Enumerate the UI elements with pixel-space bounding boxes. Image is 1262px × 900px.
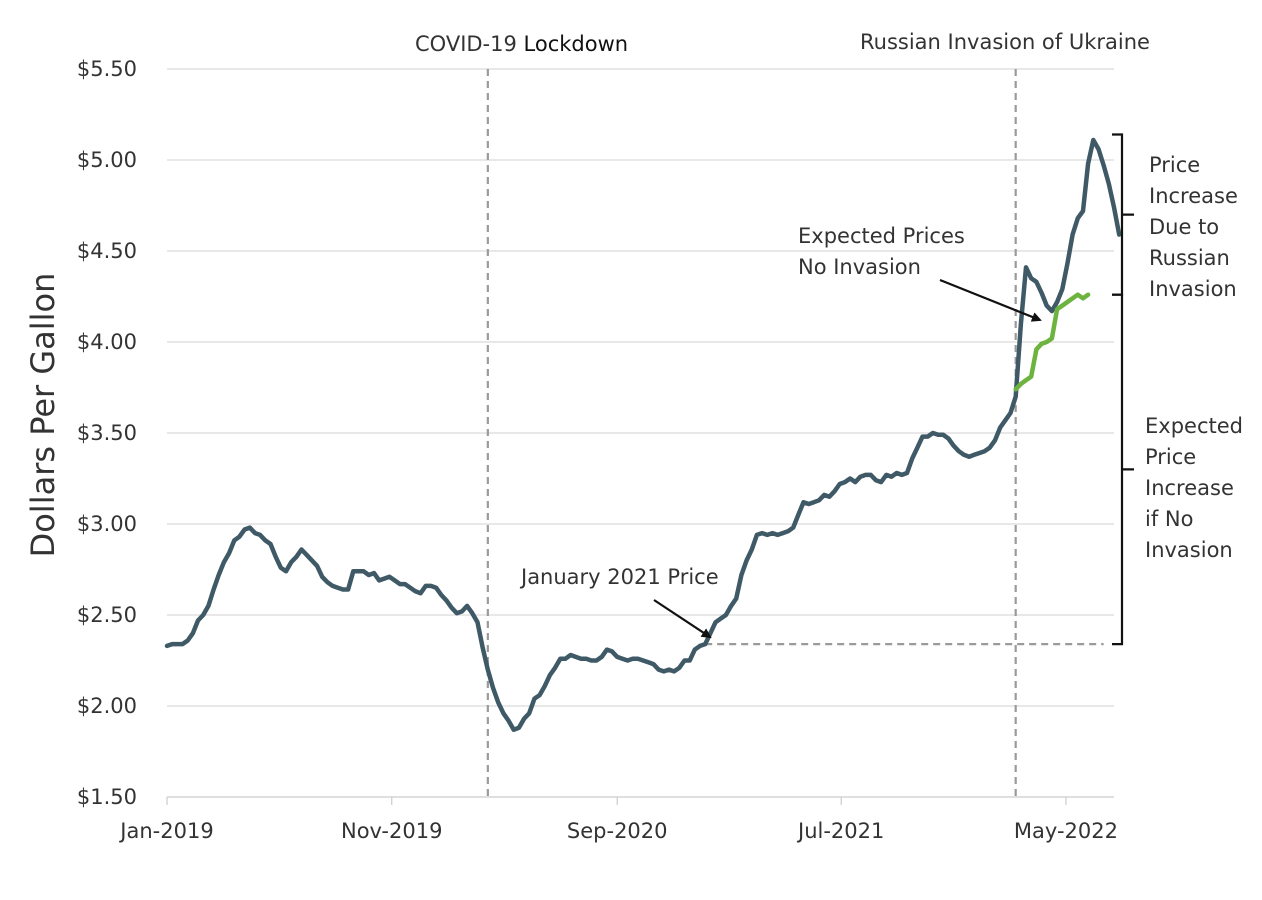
- noinvasion-line-2: Price: [1145, 445, 1196, 469]
- y-tick-label: $4.50: [77, 239, 137, 263]
- increase-line-1: Price: [1149, 153, 1200, 177]
- jan2021-annotation: January 2021 Price: [519, 565, 719, 589]
- increase-line-5: Invasion: [1149, 277, 1237, 301]
- noinvasion-line-4: if No: [1145, 507, 1193, 531]
- x-tick-label: Sep-2020: [567, 819, 668, 843]
- noinvasion-line-1: Expected: [1145, 414, 1243, 438]
- increase-line-3: Due to: [1149, 215, 1219, 239]
- grid-layer: [166, 68, 1114, 805]
- actual-price-line: [164, 137, 1122, 732]
- russia-annotation: Russian Invasion of Ukraine: [860, 30, 1150, 54]
- expected-annotation-line1: Expected Prices: [798, 224, 965, 248]
- increase-line-4: Russian: [1149, 246, 1230, 270]
- brackets: [1112, 133, 1134, 646]
- x-tick-label: Jul-2021: [796, 819, 884, 843]
- y-tick-label: $3.50: [77, 421, 137, 445]
- noinvasion-bracket: [1112, 293, 1134, 646]
- y-tick-label: $5.00: [77, 148, 137, 172]
- tick-labels: $1.50 $2.00 $2.50 $3.00 $3.50 $4.00 $4.50 $5.00…: [77, 57, 1118, 843]
- y-tick-label: $3.00: [77, 512, 137, 536]
- covid-annotation: COVID-19 Lockdown: [415, 32, 628, 56]
- x-tick-label: May-2022: [1014, 819, 1118, 843]
- series-layer: [164, 137, 1122, 732]
- noinvasion-line-3: Increase: [1145, 476, 1234, 500]
- noinvasion-annotation: Expected Price Increase if No Invasion: [1145, 414, 1243, 562]
- x-tick-label: Jan-2019: [118, 819, 213, 843]
- noinvasion-line-5: Invasion: [1145, 538, 1233, 562]
- expected-price-line: [1013, 292, 1091, 392]
- increase-line-2: Increase: [1149, 184, 1238, 208]
- expected-arrow: [939, 278, 1042, 322]
- y-axis-label: Dollars Per Gallon: [24, 273, 62, 558]
- y-tick-label: $1.50: [77, 785, 137, 809]
- y-tick-label: $2.00: [77, 694, 137, 718]
- y-tick-label: $4.00: [77, 330, 137, 354]
- covid-annotation-suffix: Lockdown: [524, 32, 629, 56]
- y-tick-label: $2.50: [77, 603, 137, 627]
- expected-annotation-line2: No Invasion: [798, 255, 921, 279]
- y-tick-label: $5.50: [77, 57, 137, 81]
- covid-annotation-prefix: COVID-19: [415, 32, 517, 56]
- jan2021-arrow: [653, 599, 712, 639]
- x-tick-label: Nov-2019: [341, 819, 442, 843]
- increase-annotation: Price Increase Due to Russian Invasion: [1149, 153, 1238, 301]
